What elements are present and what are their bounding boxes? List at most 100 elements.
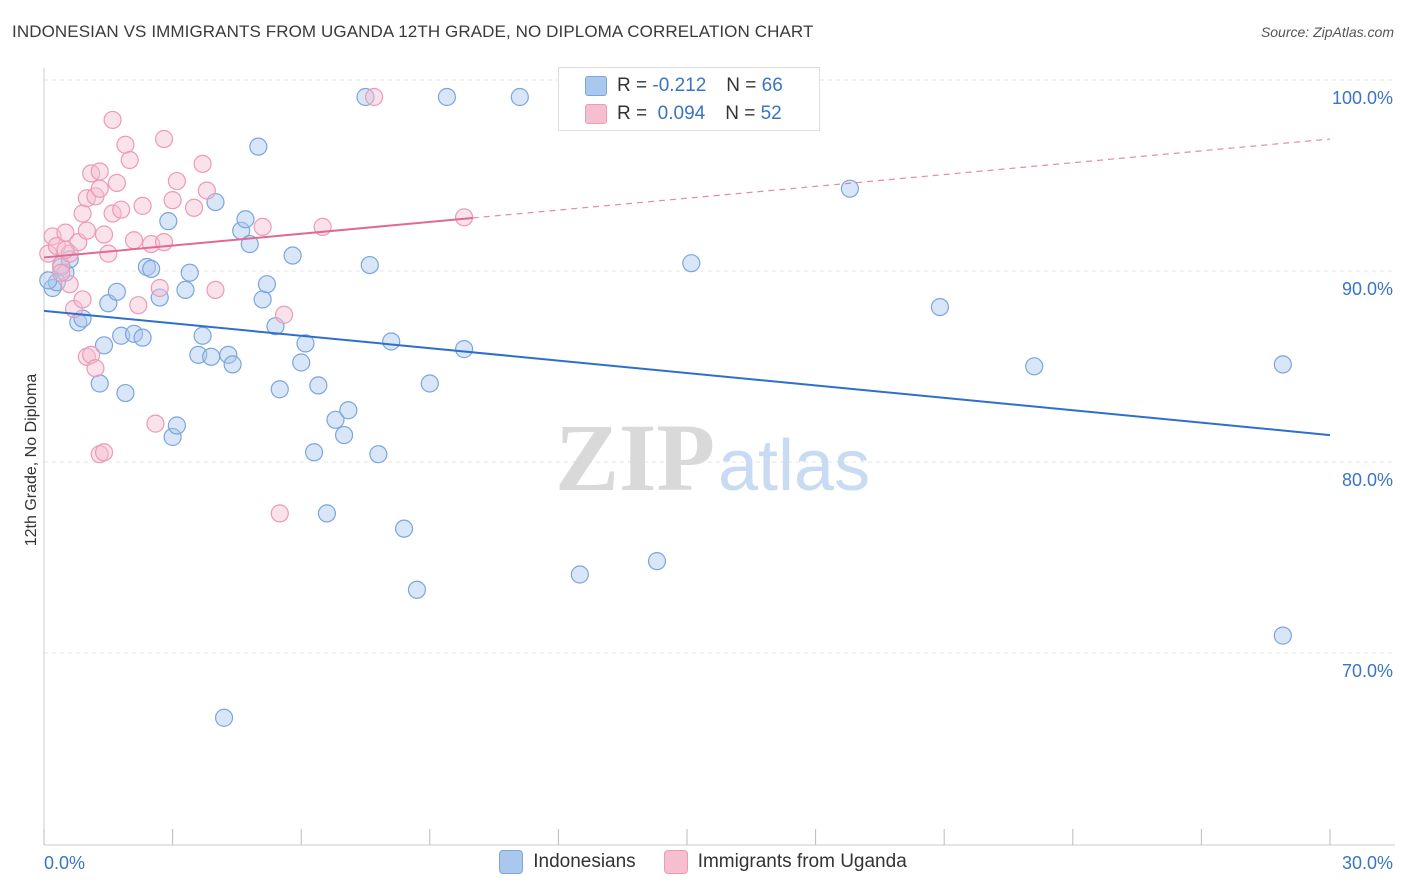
uganda-point (56, 240, 75, 259)
uganda-point (116, 135, 135, 154)
uganda-point (184, 198, 204, 217)
indonesian-point (292, 353, 311, 372)
y-tick-label: 70.0% (1342, 661, 1393, 681)
indonesian-point (682, 254, 701, 273)
indonesian-point (1273, 355, 1292, 374)
indonesian-point (394, 519, 414, 538)
indonesian-point (1025, 357, 1044, 376)
chart-title: INDONESIAN VS IMMIGRANTS FROM UGANDA 12T… (12, 22, 814, 41)
gridlines (44, 79, 1395, 654)
indonesian-point (510, 87, 529, 107)
indonesian-point (94, 336, 114, 355)
indonesian-point (90, 374, 109, 393)
stats-row-indonesians: R = -0.212 N = 66 (559, 73, 783, 99)
uganda-point (103, 110, 122, 130)
legend-swatch-pink (663, 850, 688, 874)
indonesian-point (407, 580, 427, 599)
indonesian-point (249, 137, 268, 156)
uganda-point (52, 263, 71, 282)
indonesian-point (334, 425, 354, 445)
indonesian-point (236, 210, 255, 229)
x-tick-label-left: 0.0% (44, 853, 85, 873)
legend-swatch-blue (499, 850, 524, 874)
tick-labels: 100.0% 90.0% 80.0% 70.0% 0.0% 30.0% (44, 88, 1393, 873)
uganda-point (154, 129, 174, 149)
n-value: 66 (761, 75, 783, 96)
indonesian-point (304, 443, 324, 462)
x-tick-label-right: 30.0% (1342, 853, 1393, 873)
uganda-point (73, 204, 92, 223)
uganda-point (163, 191, 182, 210)
indonesian-point (454, 340, 474, 359)
indonesian-point (193, 326, 212, 345)
indonesian-point (202, 347, 221, 366)
indonesian-point (283, 246, 302, 265)
indonesian-point (180, 263, 199, 282)
indonesian-point (159, 212, 178, 231)
uganda-point (94, 443, 114, 462)
r-label: R = (617, 75, 648, 96)
legend-label: Indonesians (533, 851, 636, 872)
legend-label: Immigrants from Uganda (697, 851, 907, 872)
indonesian-point (930, 298, 950, 317)
uganda-point (107, 173, 126, 193)
indonesian-point (124, 324, 144, 343)
legend-item-uganda[interactable]: Immigrants from Uganda (663, 850, 907, 874)
uganda-point (129, 296, 148, 315)
uganda-point (82, 345, 101, 364)
uganda-point (364, 87, 384, 107)
uganda-point (197, 181, 216, 200)
legend-item-indonesians[interactable]: Indonesians (499, 850, 636, 874)
indonesian-point (257, 275, 277, 294)
indonesian-point (420, 374, 439, 393)
trend-line-uganda-projection (472, 138, 1331, 219)
indonesian-point (326, 410, 345, 429)
uganda-point (146, 414, 165, 433)
indonesian-point (570, 565, 589, 584)
indonesian-point (309, 376, 328, 395)
indonesian-point (840, 179, 859, 198)
r-label: R = (617, 103, 648, 124)
stats-row-uganda: R = 0.094 N = 52 (559, 101, 782, 127)
indonesian-point (133, 328, 152, 347)
watermark-atlas: atlas (718, 426, 870, 506)
n-value: 52 (760, 103, 782, 124)
indonesian-point (163, 427, 182, 447)
indonesian-point (382, 332, 401, 351)
uganda-point (103, 204, 122, 223)
indonesian-point (369, 445, 388, 464)
uganda-point (193, 154, 212, 173)
n-label: N = (725, 103, 756, 124)
indonesian-point (150, 288, 169, 307)
trend-lines (43, 138, 1331, 437)
series-swatch-pink (585, 104, 607, 124)
indonesian-point (339, 401, 358, 420)
uganda-point (253, 217, 272, 236)
y-tick-label: 90.0% (1342, 279, 1393, 299)
watermark: ZIP atlas (555, 404, 870, 511)
indonesian-point (296, 334, 315, 353)
indonesian-point (253, 290, 272, 309)
trend-line-uganda (43, 216, 473, 259)
n-label: N = (726, 75, 757, 96)
indonesian-point (647, 552, 667, 571)
indonesian-point (107, 282, 126, 301)
uganda-point (133, 196, 152, 215)
source-credit: Source: ZipAtlas.com (1260, 24, 1394, 40)
indonesian-point (270, 380, 289, 399)
indonesian-point (1273, 626, 1292, 645)
uganda-point (120, 150, 139, 170)
indonesian-point (214, 708, 234, 727)
legend: Indonesians Immigrants from Uganda (0, 850, 1406, 874)
indonesian-point (176, 280, 195, 300)
uganda-point (77, 221, 96, 240)
uganda-point (206, 280, 225, 300)
indonesian-point (142, 259, 161, 278)
uganda-point (274, 305, 294, 324)
uganda-point (154, 233, 174, 252)
uganda-point (90, 162, 109, 181)
indonesian-point (360, 255, 379, 275)
indonesian-point (116, 383, 135, 403)
uganda-point (167, 171, 186, 191)
